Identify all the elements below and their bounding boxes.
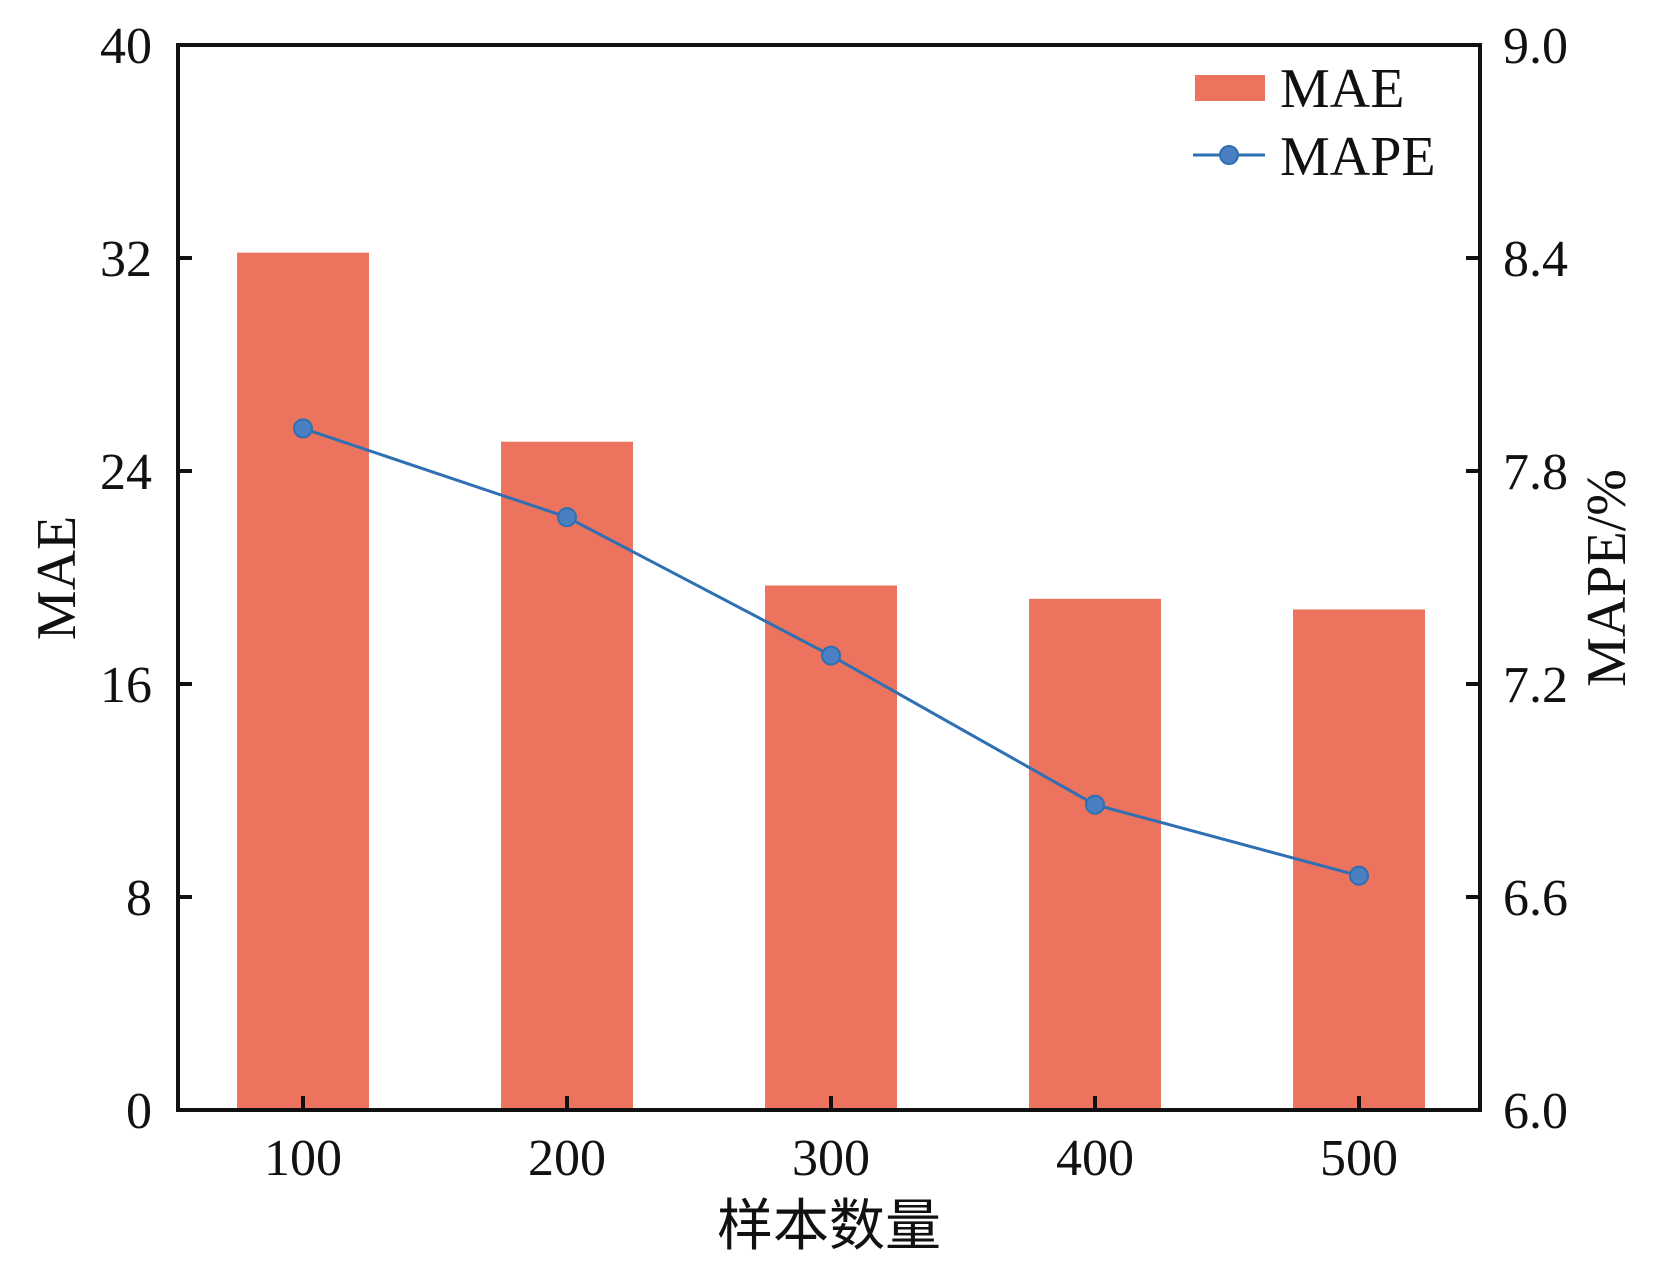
bar-mae-400 (1029, 598, 1161, 1110)
bar-mae-200 (501, 441, 633, 1110)
legend-swatch-mae (1195, 75, 1265, 101)
x-tick-label: 100 (264, 1130, 342, 1187)
y-left-tick-label: 32 (100, 231, 152, 288)
point-mape-500 (1349, 865, 1369, 886)
y-right-tick-label: 7.2 (1503, 657, 1568, 714)
x-tick-label: 500 (1320, 1130, 1398, 1187)
point-mape-200 (557, 507, 577, 528)
ticks-layer: 0 8 16 24 32 40 6.0 6.6 7.2 7.8 8.4 9.0 100 200 300 400… (100, 18, 1568, 1187)
point-mape-400 (1085, 794, 1105, 815)
y-left-tick-label: 8 (126, 870, 152, 927)
legend-marker-mape (1219, 145, 1239, 165)
y-right-tick-label: 6.0 (1503, 1083, 1568, 1140)
y-right-tick-label: 8.4 (1503, 231, 1568, 288)
x-tick-label: 400 (1056, 1130, 1134, 1187)
x-axis-title: 样本数量 (717, 1196, 941, 1258)
legend-label-mae: MAE (1280, 58, 1404, 120)
bar-mae-100 (237, 252, 369, 1111)
y-left-tick-label: 24 (100, 444, 152, 501)
y-left-axis-title: MAE (26, 516, 88, 640)
bar-mae-300 (765, 585, 897, 1110)
legend: MAE MAPE (1193, 58, 1436, 188)
bar-mae-500 (1293, 609, 1425, 1110)
line-layer (293, 418, 1369, 886)
y-left-tick-label: 0 (126, 1083, 152, 1140)
y-right-axis-title: MAPE/% (1576, 469, 1638, 687)
point-mape-300 (821, 645, 841, 666)
x-tick-label: 200 (528, 1130, 606, 1187)
y-left-tick-label: 16 (100, 657, 152, 714)
y-right-tick-label: 6.6 (1503, 870, 1568, 927)
legend-label-mape: MAPE (1280, 126, 1436, 188)
y-right-tick-label: 7.8 (1503, 444, 1568, 501)
bars-layer (237, 252, 1425, 1111)
point-mape-100 (293, 418, 313, 439)
y-right-tick-label: 9.0 (1503, 18, 1568, 75)
y-left-tick-label: 40 (100, 18, 152, 75)
x-tick-label: 300 (792, 1130, 870, 1187)
